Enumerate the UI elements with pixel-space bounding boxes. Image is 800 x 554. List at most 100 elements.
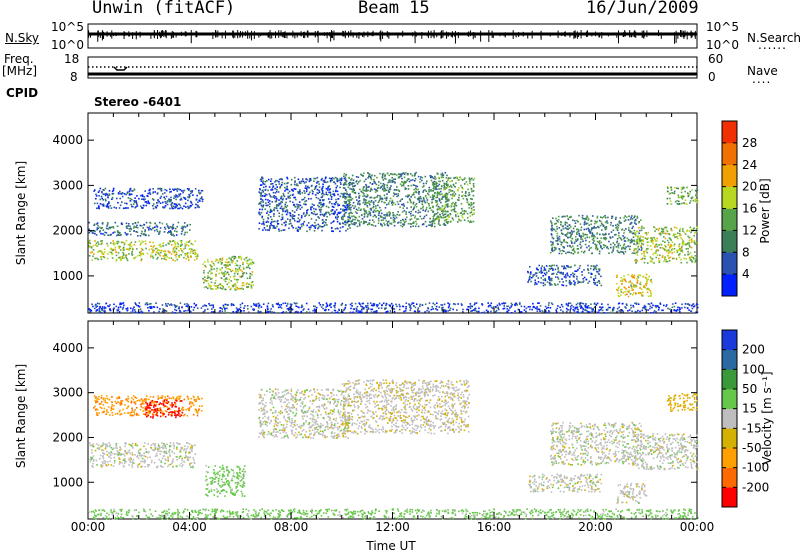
heatmap-cell [176, 258, 179, 261]
heatmap-cell [622, 235, 624, 237]
heatmap-cell [240, 275, 243, 278]
heatmap-cell [687, 192, 689, 195]
heatmap-cell [627, 310, 629, 312]
heatmap-cell [384, 224, 386, 226]
heatmap-cell [239, 306, 242, 309]
heatmap-cell [170, 257, 173, 259]
heatmap-cell [395, 189, 397, 191]
heatmap-cell [363, 189, 365, 192]
heatmap-cell [432, 189, 435, 192]
heatmap-cell [433, 186, 435, 188]
heatmap-cell [641, 229, 643, 232]
heatmap-cell [373, 303, 376, 305]
heatmap-cell [565, 303, 568, 305]
heatmap-cell [412, 201, 415, 204]
heatmap-cell [420, 197, 422, 200]
heatmap-cell [300, 306, 303, 309]
heatmap-cell [451, 190, 454, 192]
heatmap-cell [588, 280, 591, 283]
heatmap-cell [144, 303, 147, 306]
heatmap-cell [272, 186, 274, 189]
heatmap-cell [114, 248, 117, 251]
heatmap-cell [313, 207, 315, 210]
heatmap-cell [292, 193, 295, 196]
heatmap-cell [115, 254, 118, 257]
heatmap-cell [180, 197, 182, 200]
heatmap-cell [121, 195, 124, 198]
heatmap-cell [310, 225, 312, 227]
heatmap-cell [247, 308, 249, 310]
heatmap-cell [561, 305, 564, 308]
heatmap-cell [429, 224, 431, 226]
heatmap-cell [291, 214, 294, 216]
heatmap-cell [669, 256, 672, 259]
heatmap-cell [665, 226, 668, 229]
heatmap-cell [569, 283, 571, 286]
heatmap-cell [445, 182, 447, 185]
heatmap-cell [135, 248, 138, 250]
heatmap-cell [405, 211, 407, 213]
heatmap-cell [639, 292, 642, 294]
heatmap-cell [534, 281, 537, 284]
heatmap-cell [509, 307, 511, 309]
heatmap-cell [316, 192, 318, 194]
heatmap-cell [677, 194, 680, 197]
heatmap-cell [631, 274, 634, 276]
heatmap-cell [93, 224, 95, 226]
heatmap-cell [581, 216, 584, 219]
heatmap-cell [326, 181, 329, 183]
heatmap-cell [100, 258, 103, 261]
heatmap-cell [446, 174, 448, 177]
heatmap-cell [448, 177, 450, 179]
heatmap-cell [647, 231, 649, 234]
heatmap-cell [543, 269, 545, 272]
heatmap-cell [379, 172, 381, 175]
heatmap-cell [164, 188, 166, 191]
heatmap-cell [248, 263, 251, 265]
heatmap-cell [166, 200, 169, 203]
heatmap-cell [471, 305, 473, 308]
heatmap-cell [584, 306, 587, 309]
heatmap-cell [582, 217, 584, 220]
heatmap-cell [612, 309, 615, 312]
heatmap-cell [185, 206, 187, 208]
heatmap-cell [242, 266, 245, 269]
heatmap-cell [342, 226, 344, 228]
heatmap-cell [331, 230, 333, 232]
heatmap-cell [446, 195, 448, 197]
heatmap-cell [182, 251, 184, 253]
heatmap-cell [98, 243, 100, 245]
heatmap-cell [618, 251, 621, 254]
heatmap-cell [620, 250, 622, 253]
heatmap-cell [616, 228, 618, 231]
heatmap-cell [146, 303, 149, 306]
heatmap-cell [582, 302, 585, 305]
heatmap-cell [143, 223, 145, 226]
heatmap-cell [586, 236, 588, 239]
heatmap-cell [662, 228, 665, 230]
heatmap-cell [564, 267, 567, 270]
heatmap-cell [267, 311, 270, 313]
heatmap-cell [670, 227, 672, 230]
heatmap-cell [418, 193, 420, 195]
heatmap-cell [184, 231, 186, 234]
heatmap-cell [302, 309, 304, 311]
heatmap-cell [269, 226, 271, 229]
heatmap-cell [691, 189, 693, 191]
heatmap-cell [656, 245, 658, 248]
heatmap-cell [631, 227, 633, 229]
heatmap-cell [178, 188, 180, 191]
heatmap-cell [89, 311, 92, 313]
heatmap-cell [539, 305, 542, 307]
heatmap-cell [133, 200, 135, 202]
heatmap-cell [156, 204, 159, 207]
heatmap-cell [284, 203, 286, 206]
heatmap-cell [137, 221, 139, 224]
heatmap-cell [567, 228, 569, 231]
heatmap-cell [694, 260, 697, 263]
heatmap-cell [371, 219, 374, 221]
heatmap-cell [450, 209, 453, 211]
heatmap-cell [433, 214, 436, 217]
heatmap-cell [171, 311, 174, 313]
heatmap-cell [358, 203, 361, 206]
